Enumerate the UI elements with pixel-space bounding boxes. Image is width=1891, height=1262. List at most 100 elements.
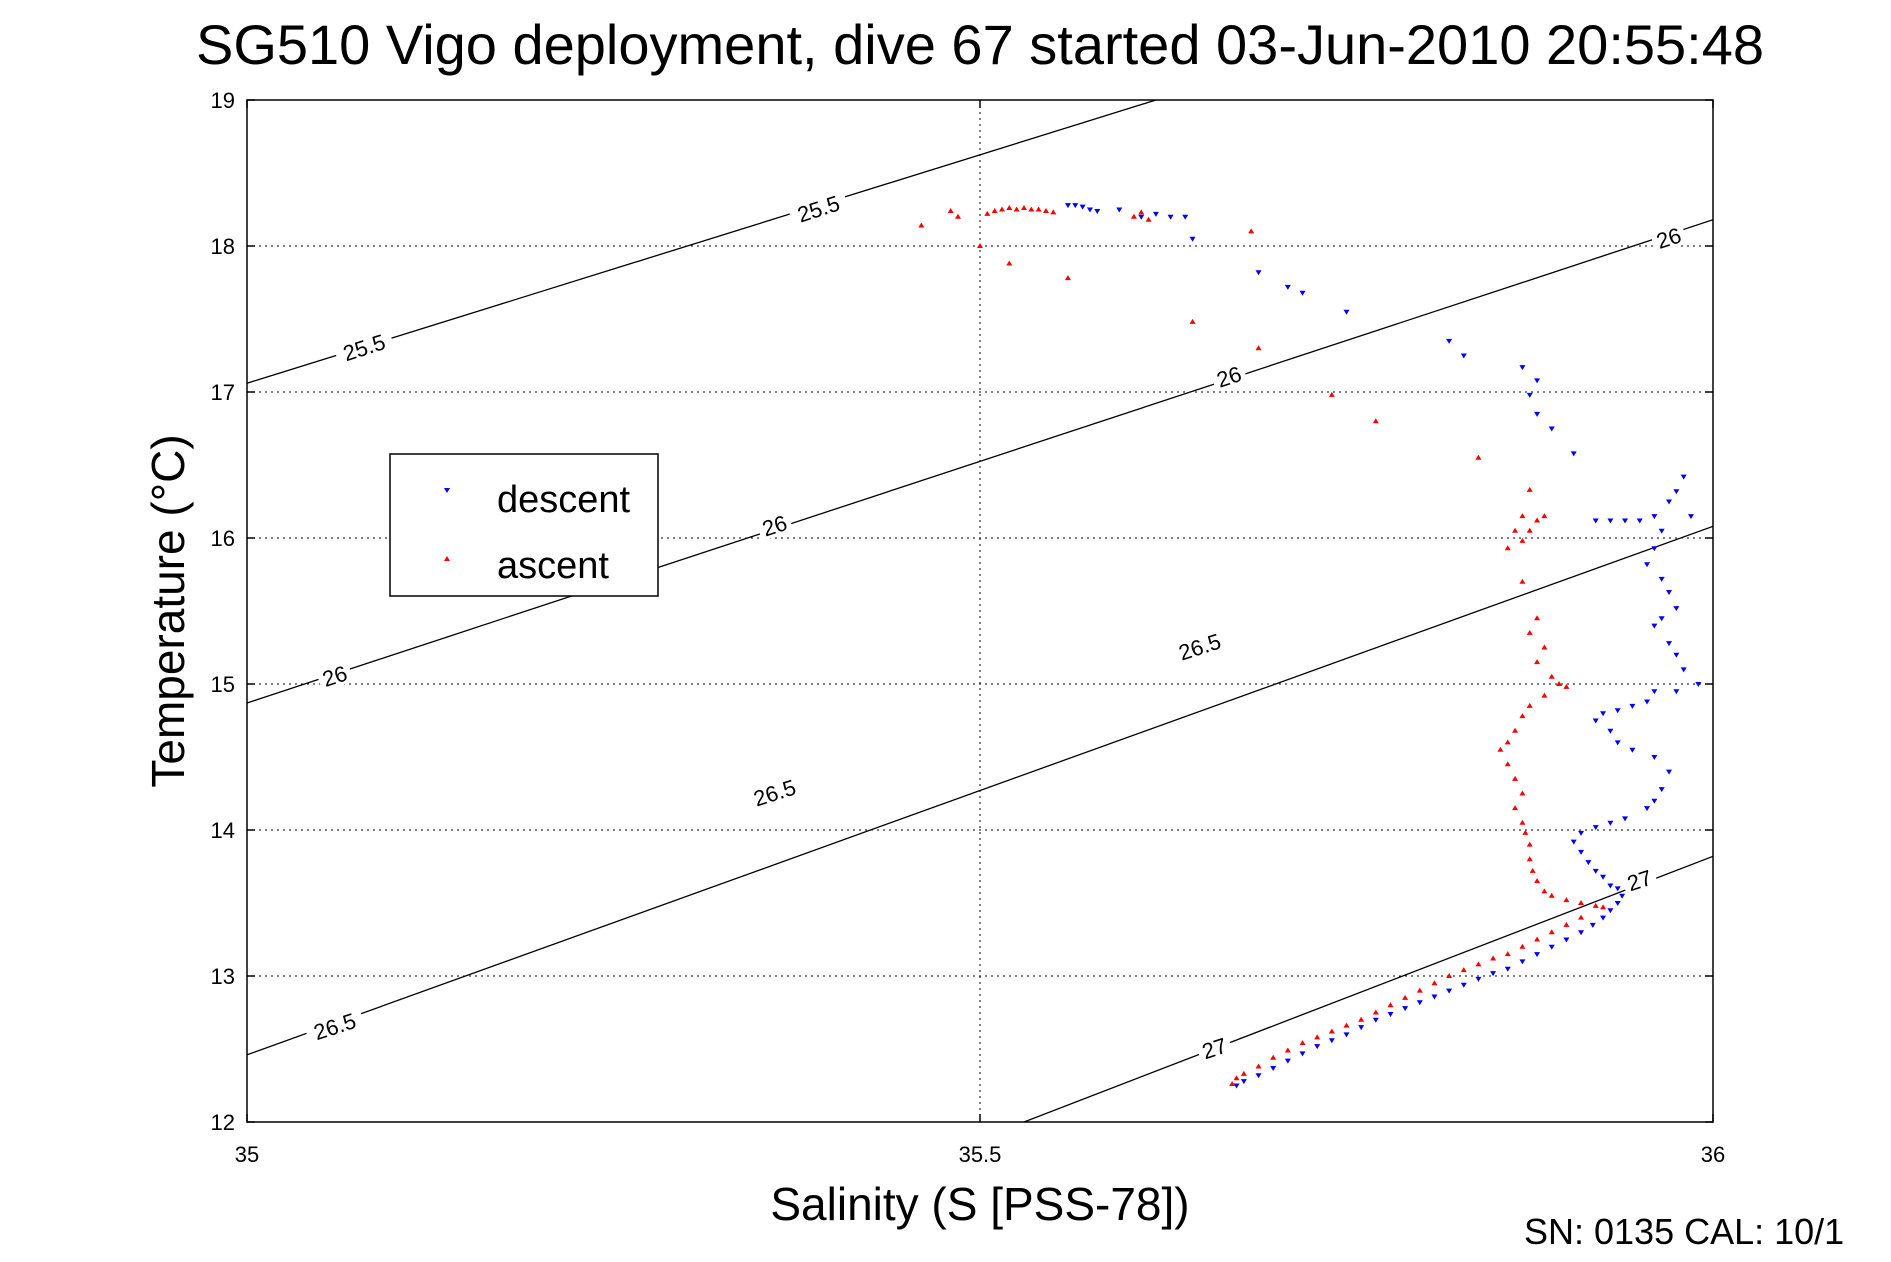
y-axis-label: Temperature (°C) — [142, 434, 194, 787]
descent-point — [1666, 769, 1673, 775]
ascent-point — [1519, 537, 1526, 543]
ascent-point — [1299, 1040, 1306, 1046]
ascent-point — [1328, 391, 1335, 397]
legend-descent-marker — [444, 488, 450, 493]
ascent-point — [1512, 527, 1519, 533]
contour-label-group: 26 — [1209, 358, 1248, 393]
descent-point — [1680, 474, 1687, 480]
descent-point — [1666, 499, 1673, 505]
x-tick-label: 35 — [235, 1142, 259, 1167]
descent-point — [1563, 937, 1570, 943]
ascent-point — [1563, 921, 1570, 927]
legend-box — [389, 453, 659, 597]
ascent-point — [1529, 867, 1536, 873]
ascent-point — [1189, 318, 1196, 324]
ascent-point — [1504, 761, 1511, 767]
descent-point — [1651, 755, 1658, 760]
ascent-point — [1460, 967, 1467, 973]
descent-point — [1592, 718, 1599, 724]
y-tick-label: 17 — [211, 380, 235, 405]
contour-label-bg — [303, 1004, 366, 1046]
descent-point — [1695, 682, 1702, 687]
ascent-point — [1035, 206, 1042, 212]
ascent-point — [1270, 1054, 1277, 1060]
ascent-point — [1475, 961, 1482, 967]
ascent-point — [1526, 527, 1533, 533]
descent-point — [1446, 988, 1453, 994]
descent-point — [1658, 787, 1665, 793]
ascent-point — [955, 213, 962, 219]
descent-point — [1431, 994, 1438, 1000]
descent-point — [1526, 392, 1533, 398]
descent-point — [1680, 667, 1687, 673]
ascent-point — [1006, 205, 1013, 211]
ascent-point — [1013, 206, 1020, 212]
descent-point — [1666, 590, 1673, 596]
contour-label-group: 27 — [1619, 862, 1659, 896]
descent-point — [1182, 214, 1189, 220]
descent-point — [1651, 689, 1658, 695]
descent-point — [1607, 820, 1614, 826]
descent-point — [1284, 284, 1291, 290]
descent-point — [1189, 236, 1196, 242]
contour-27 — [1023, 855, 1713, 1122]
ascent-point — [1475, 454, 1482, 460]
descent-point — [1651, 514, 1658, 520]
descent-point — [1167, 214, 1174, 220]
descent-point — [1636, 518, 1643, 524]
descent-point — [1270, 1065, 1277, 1071]
ascent-point — [1534, 517, 1541, 523]
ascent-point — [1028, 206, 1035, 212]
contour-label-bg — [1194, 1030, 1234, 1064]
descent-point — [1314, 1044, 1321, 1050]
ascent-point — [1534, 615, 1541, 621]
descent-point — [1592, 518, 1599, 524]
descent-point — [1666, 641, 1673, 647]
legend-ascent-marker — [444, 556, 450, 561]
descent-point — [1299, 1051, 1306, 1057]
x-tick-label: 35.5 — [959, 1142, 1002, 1167]
data-points — [918, 203, 1702, 1089]
ascent-point — [1042, 207, 1049, 213]
contour-lines — [247, 100, 1713, 1122]
descent-point — [1343, 1032, 1350, 1038]
descent-point — [1614, 886, 1621, 892]
descent-point — [1658, 576, 1665, 582]
ascent-point — [1328, 1028, 1335, 1034]
descent-point — [1644, 699, 1651, 705]
descent-point — [1578, 849, 1585, 855]
contour-25.5 — [247, 100, 1157, 384]
series-ascent — [918, 205, 1607, 1087]
descent-point — [1578, 830, 1585, 836]
ascent-point — [1402, 994, 1409, 1000]
ascent-point — [1064, 275, 1071, 281]
y-tick-label: 13 — [211, 964, 235, 989]
ascent-point — [1020, 205, 1027, 211]
ascent-point — [1512, 805, 1519, 811]
descent-point — [1570, 839, 1577, 845]
descent-point — [1372, 1017, 1379, 1023]
descent-point — [1614, 901, 1621, 906]
ascent-point — [1548, 673, 1555, 679]
descent-point — [1402, 1006, 1409, 1012]
descent-point — [1138, 214, 1145, 220]
descent-point — [1284, 1058, 1291, 1064]
ascent-point — [1372, 418, 1379, 424]
contour-label-bg — [786, 187, 850, 228]
contour-label-bg — [1648, 220, 1688, 254]
descent-point — [1548, 944, 1555, 950]
ascent-point — [1526, 702, 1533, 708]
ascent-point — [1255, 1063, 1262, 1069]
descent-point — [1651, 798, 1658, 804]
ascent-point — [1431, 980, 1438, 986]
ascent-point — [1233, 1075, 1240, 1081]
descent-point — [1607, 518, 1614, 524]
descent-point — [1614, 740, 1621, 746]
ascent-point — [918, 222, 925, 228]
contour-26 — [247, 219, 1713, 704]
y-tick-label: 15 — [211, 672, 235, 697]
ascent-point — [1248, 228, 1255, 234]
contour-label-bg — [754, 507, 794, 541]
descent-point — [1619, 893, 1626, 899]
